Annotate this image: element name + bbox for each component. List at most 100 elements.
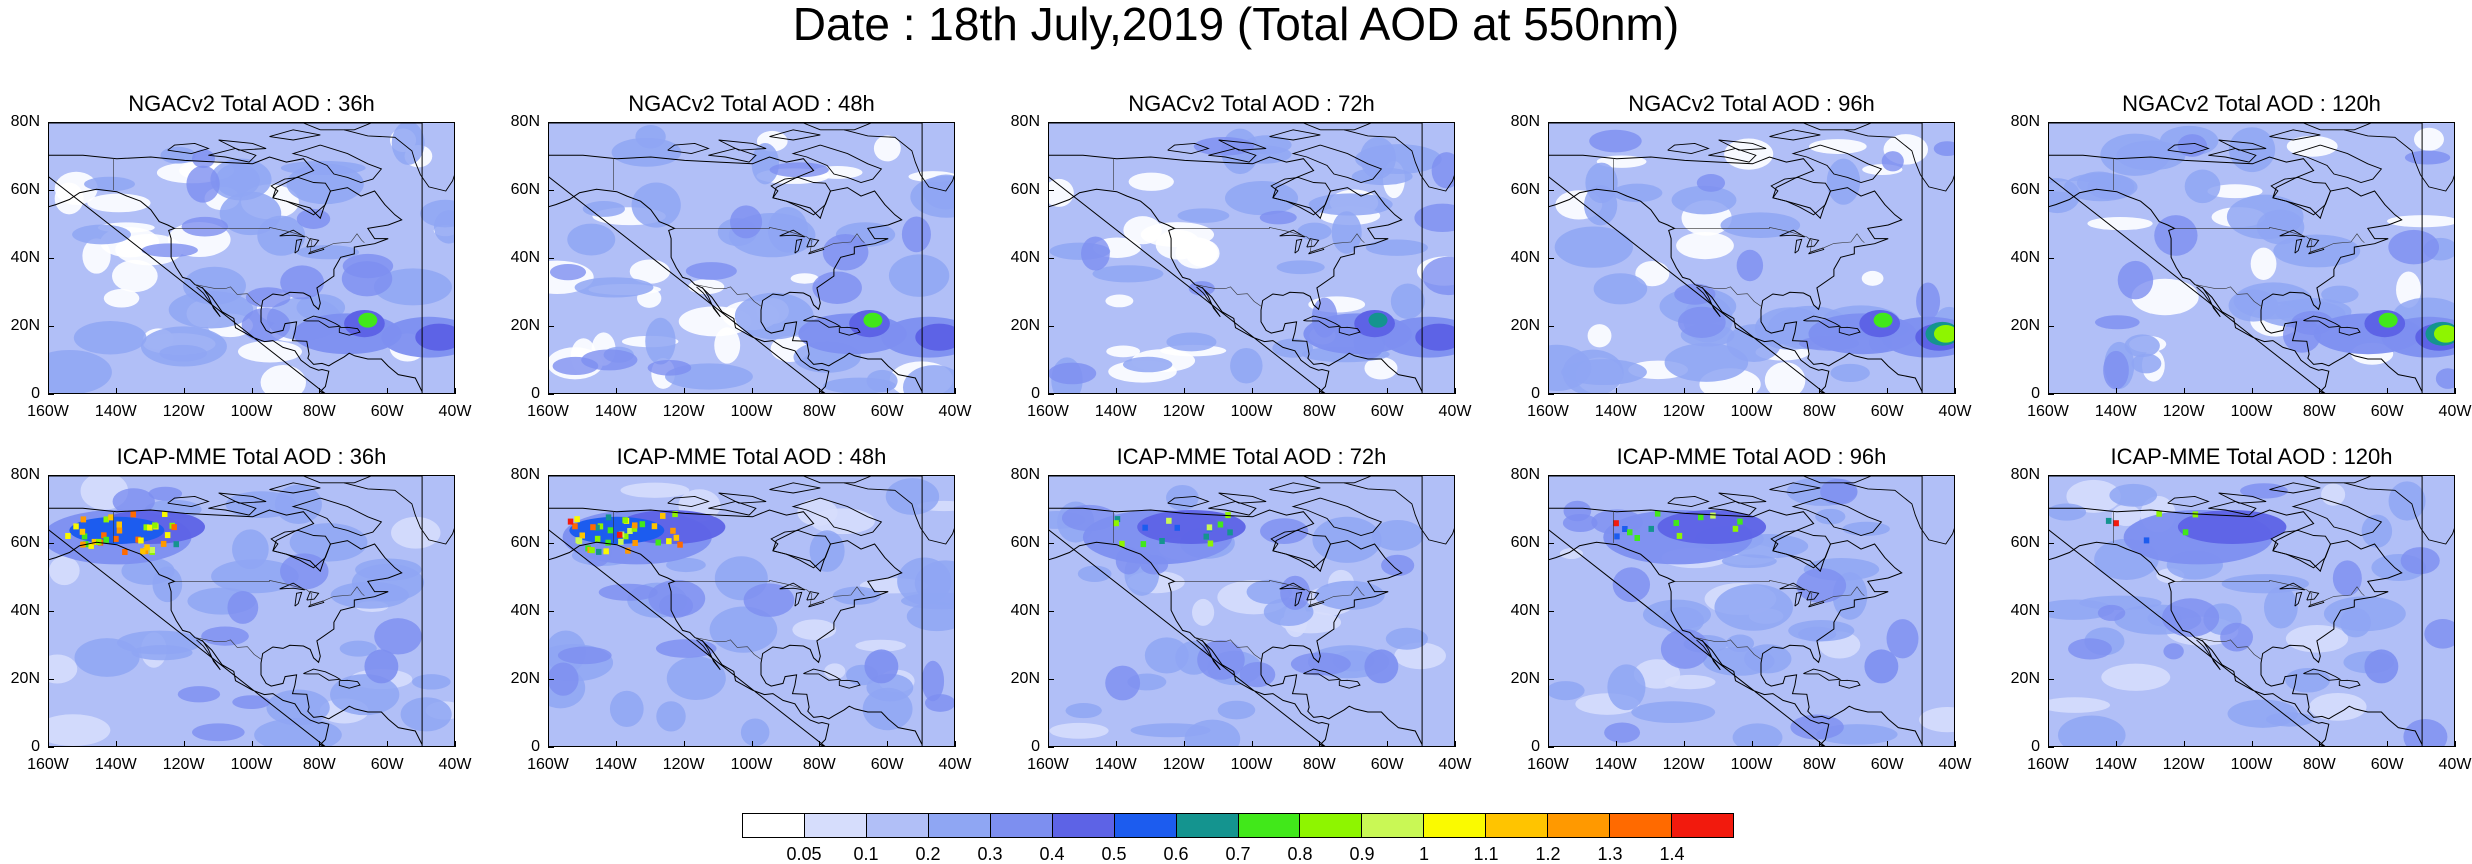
colorbar-swatch: [1238, 814, 1301, 837]
lon-tick-label: 80W: [1802, 756, 1836, 773]
lon-tick-label: 100W: [2230, 403, 2273, 420]
lon-tick-label: 40W: [1938, 756, 1972, 773]
map-panel: NGACv2 Total AOD : 96h 80N 60N 40N 20N 0 160W 1…: [1511, 91, 1972, 442]
colorbar-swatch: [1362, 814, 1425, 837]
colorbar-swatch: [1486, 814, 1549, 837]
lat-tick-mark: [2048, 394, 2054, 395]
lon-tick-label: 80W: [1302, 403, 1336, 420]
lon-tick-mark: [1251, 741, 1253, 747]
lon-tick-mark: [387, 388, 389, 394]
aod-field-plot: [49, 476, 454, 746]
panel-title: NGACv2 Total AOD : 72h: [1128, 91, 1375, 116]
colorbar-swatch: [1300, 814, 1363, 837]
lon-tick-label: 60W: [1370, 403, 1404, 420]
lon-tick-mark: [2115, 388, 2117, 394]
lon-tick-label: 140W: [94, 403, 137, 420]
colorbar-tick-label: 1.2: [1535, 844, 1561, 864]
lon-tick-mark: [183, 388, 185, 394]
colorbar-tick-label: 0.4: [1039, 844, 1065, 864]
aod-map: [1548, 122, 1955, 394]
aod-field-plot: [49, 123, 454, 393]
lon-tick-mark: [955, 388, 956, 394]
lon-tick-label: 60W: [370, 756, 404, 773]
lon-tick-mark: [1048, 741, 1049, 747]
lat-tick-mark: [2048, 258, 2054, 259]
lon-tick-mark: [1887, 741, 1889, 747]
lat-tick-label: 20N: [1510, 317, 1540, 334]
map-panel: NGACv2 Total AOD : 36h 80N 60N 40N 20N 0 160W 1…: [11, 91, 472, 442]
lat-tick-mark: [48, 679, 54, 680]
lat-tick-mark: [548, 475, 554, 476]
lat-tick-mark: [2048, 611, 2054, 612]
lon-tick-label: 160W: [1027, 756, 1069, 773]
lat-tick-mark: [48, 122, 54, 123]
colorbar-tick-label: 1.3: [1597, 844, 1623, 864]
lat-tick-label: 80N: [1010, 113, 1040, 130]
lat-tick-label: 60N: [10, 534, 40, 551]
lon-tick-mark: [183, 741, 185, 747]
colorbar-tick-label: 0.5: [1101, 844, 1127, 864]
lat-tick-mark: [1548, 679, 1554, 680]
lon-tick-label: 40W: [1438, 756, 1472, 773]
lat-tick-mark: [2048, 475, 2054, 476]
aod-map: [1048, 475, 1455, 747]
lat-tick-mark: [48, 475, 54, 476]
lon-tick-mark: [1751, 741, 1753, 747]
lon-tick-label: 60W: [1870, 403, 1904, 420]
lon-tick-label: 60W: [870, 756, 904, 773]
lat-tick-mark: [1048, 190, 1054, 191]
map-panel: NGACv2 Total AOD : 72h 80N 60N 40N 20N 0 160W 1…: [1011, 91, 1472, 442]
lat-tick-label: 20N: [1510, 670, 1540, 687]
lon-tick-label: 100W: [730, 756, 773, 773]
lat-tick-mark: [48, 190, 54, 191]
aod-map: [2048, 122, 2455, 394]
lon-tick-label: 160W: [2027, 403, 2069, 420]
lon-tick-mark: [1115, 388, 1117, 394]
lon-tick-mark: [1615, 741, 1617, 747]
colorbar-tick-label: 1: [1418, 844, 1429, 864]
panel-title: NGACv2 Total AOD : 36h: [128, 91, 375, 116]
lat-tick-label: 80N: [1510, 466, 1540, 483]
lon-tick-label: 140W: [594, 756, 637, 773]
map-panel: ICAP-MME Total AOD : 96h 80N 60N 40N 20N 0 160…: [1511, 445, 1972, 795]
lon-tick-mark: [2183, 741, 2185, 747]
lon-tick-mark: [887, 741, 889, 747]
lat-tick-label: 40N: [1010, 602, 1040, 619]
lon-tick-label: 160W: [27, 756, 69, 773]
lat-tick-mark: [1048, 475, 1054, 476]
lon-tick-label: 160W: [2027, 756, 2069, 773]
lon-tick-label: 40W: [2438, 403, 2472, 420]
lon-tick-label: 40W: [938, 403, 972, 420]
lon-tick-mark: [1048, 388, 1049, 394]
aod-field-plot: [2049, 476, 2454, 746]
lat-tick-mark: [1548, 394, 1554, 395]
lon-tick-mark: [1819, 388, 1821, 394]
panel-title: ICAP-MME Total AOD : 72h: [1116, 444, 1387, 469]
lat-tick-label: 40N: [10, 249, 40, 266]
aod-map: [48, 475, 455, 747]
map-panel: ICAP-MME Total AOD : 72h 80N 60N 40N 20N 0 160…: [1011, 444, 1472, 795]
aod-field-plot: [1549, 123, 1954, 393]
lon-tick-label: 40W: [1938, 403, 1972, 420]
lon-tick-label: 160W: [27, 403, 69, 420]
lon-tick-mark: [251, 741, 253, 747]
lon-tick-mark: [1819, 741, 1821, 747]
lon-tick-label: 40W: [438, 403, 472, 420]
lat-tick-label: 40N: [1510, 249, 1540, 266]
lat-tick-mark: [48, 543, 54, 544]
colorbar-swatch: [1672, 814, 1733, 837]
aod-map: [1548, 475, 1955, 747]
lat-tick-mark: [548, 258, 554, 259]
lat-tick-label: 80N: [510, 113, 540, 130]
aod-map: [2048, 475, 2455, 747]
lat-tick-label: 40N: [2010, 249, 2040, 266]
lat-tick-label: 60N: [1510, 181, 1540, 198]
lon-tick-label: 120W: [662, 403, 705, 420]
lon-tick-mark: [455, 741, 456, 747]
panel-title: NGACv2 Total AOD : 96h: [1628, 91, 1875, 116]
lat-tick-mark: [2048, 190, 2054, 191]
lon-tick-label: 60W: [1370, 756, 1404, 773]
aod-field-plot: [2049, 123, 2454, 393]
aod-field-plot: [549, 123, 954, 393]
lat-tick-mark: [1048, 679, 1054, 680]
